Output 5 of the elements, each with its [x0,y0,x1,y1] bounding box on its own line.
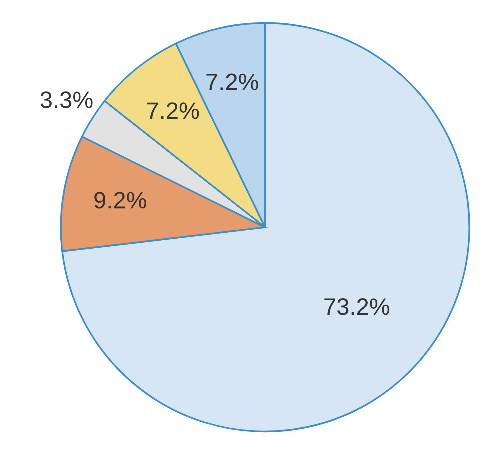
data-label: 7.2% [206,74,258,90]
data-label: 73.2% [324,298,390,316]
data-label: 3.3% [40,92,93,108]
data-label: 7.2% [147,102,200,120]
data-label: 9.2% [94,192,146,209]
